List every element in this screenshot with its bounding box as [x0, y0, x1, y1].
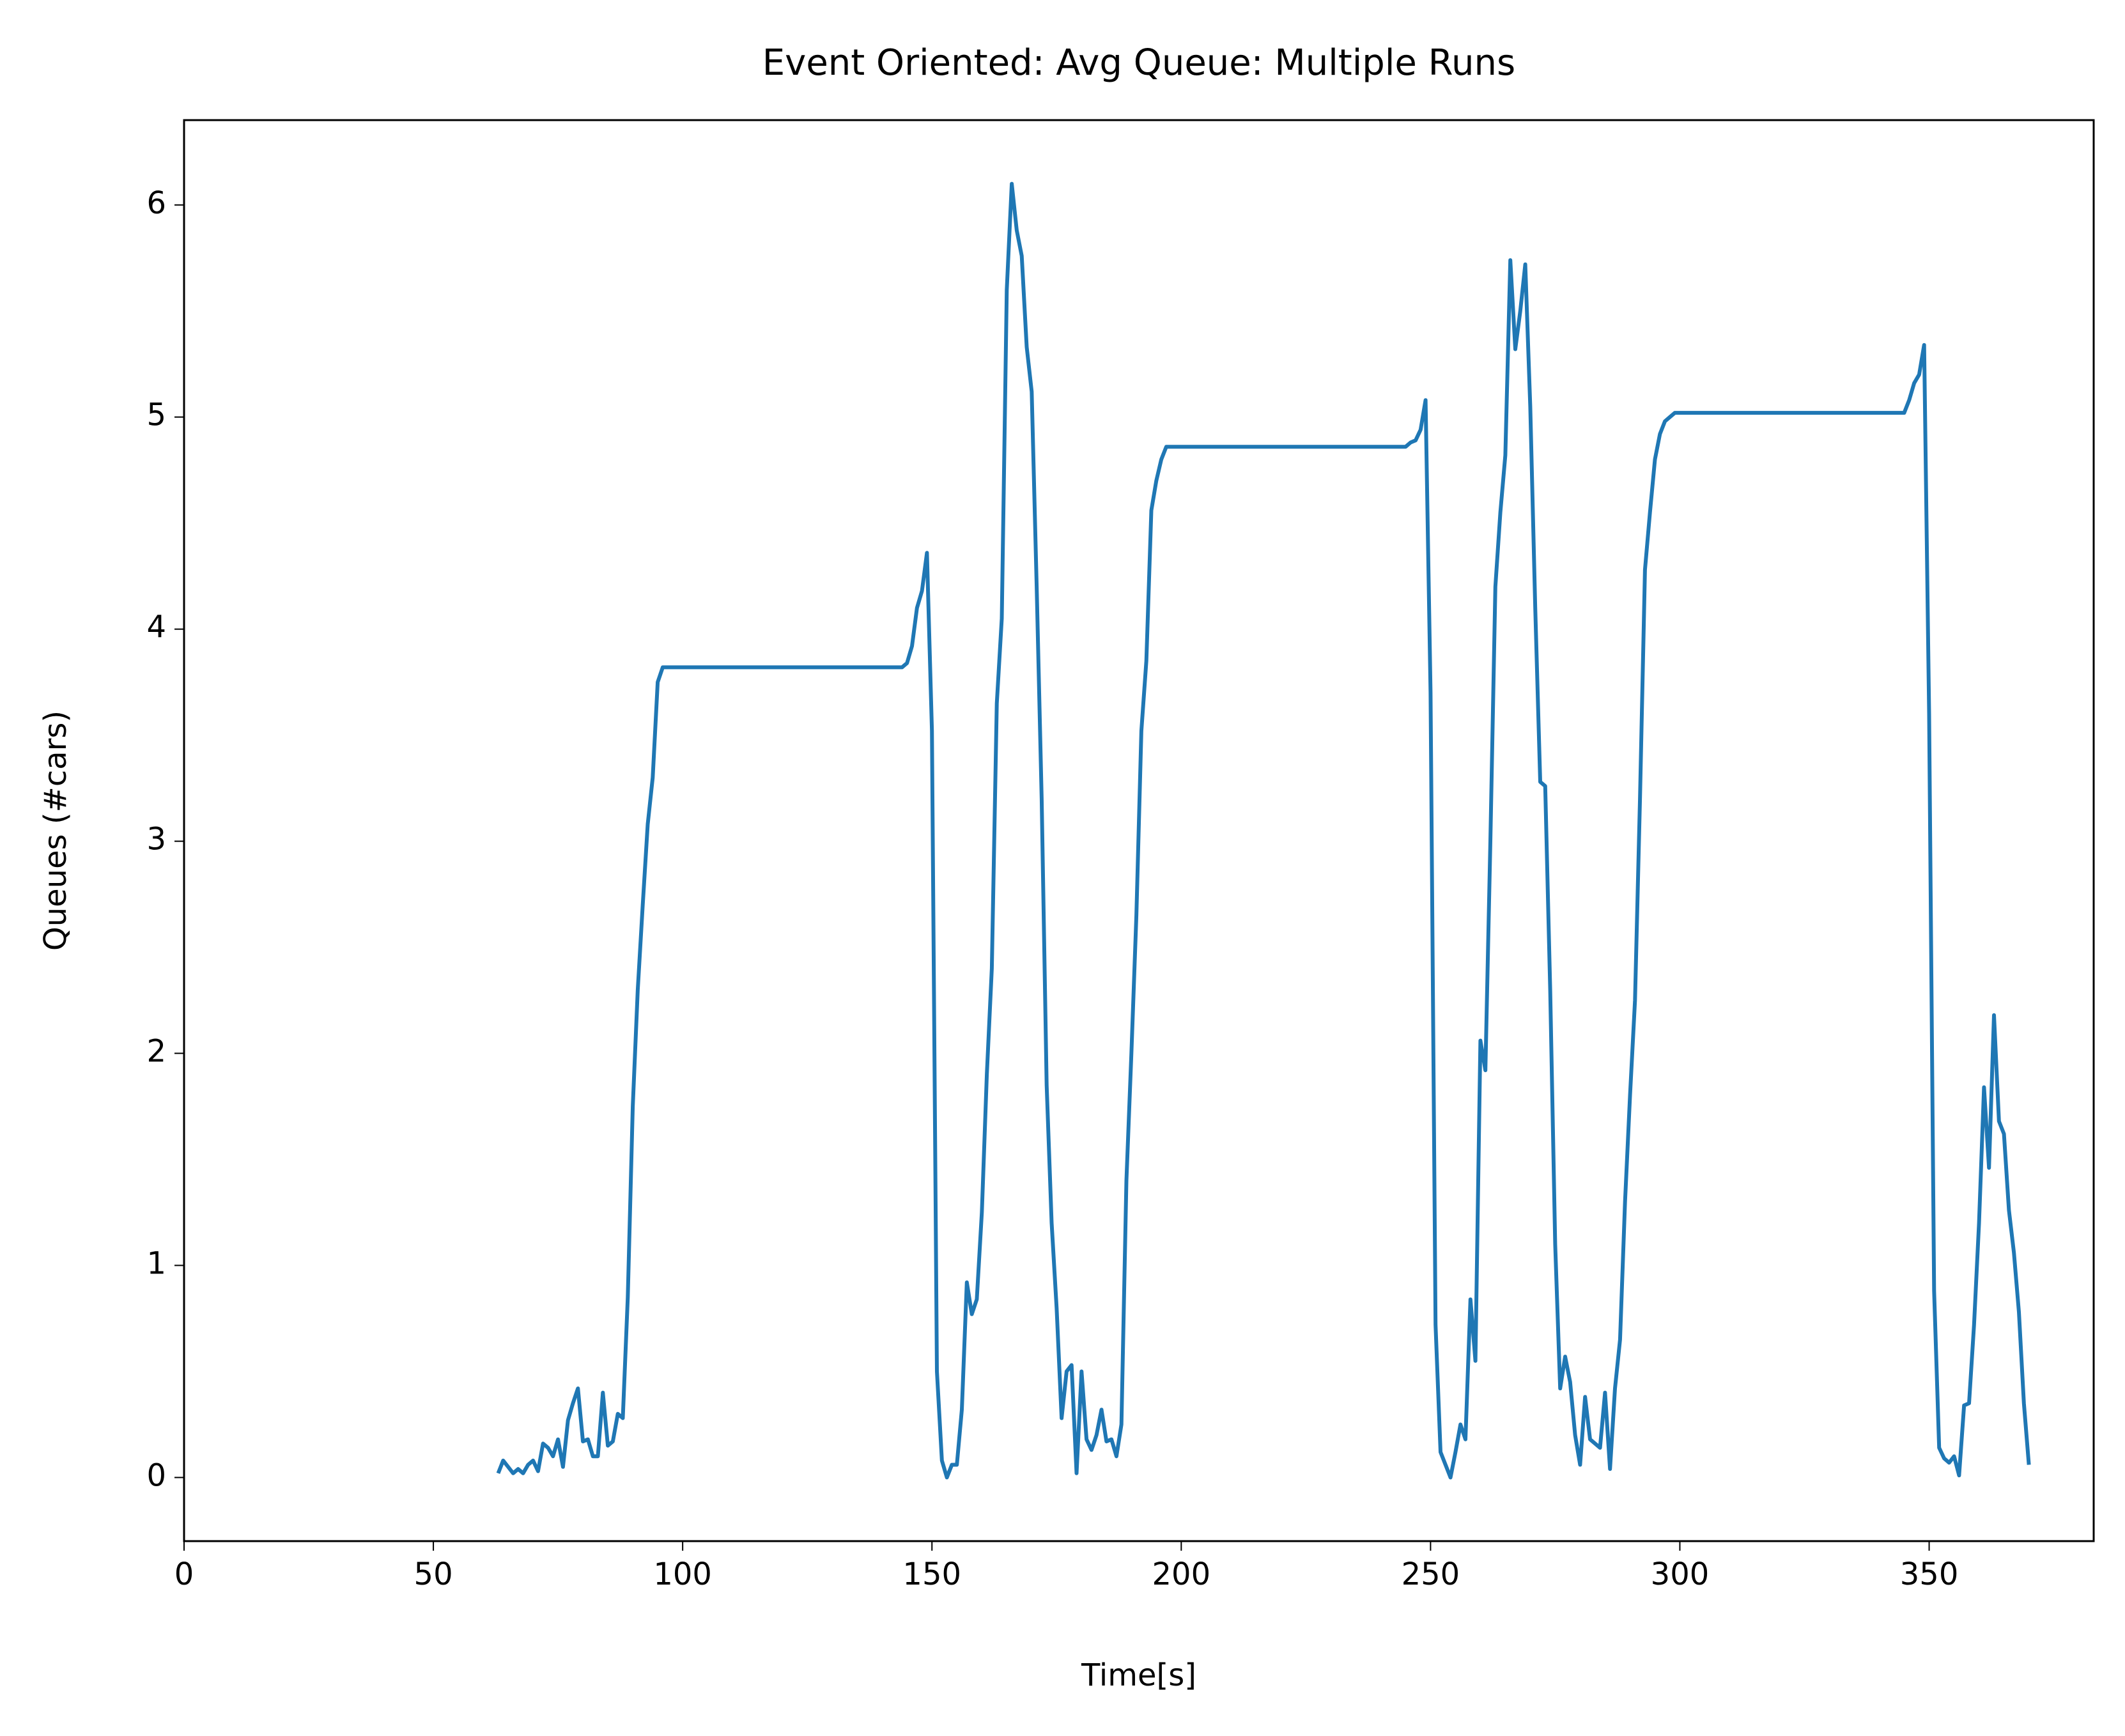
y-tick-label: 6	[146, 185, 166, 221]
x-axis-label: Time[s]	[1081, 1657, 1196, 1693]
x-tick-label: 250	[1402, 1556, 1460, 1592]
plot-frame	[183, 119, 2095, 1542]
x-tick-label: 300	[1651, 1556, 1710, 1592]
data-line	[496, 181, 2031, 1480]
y-tick-label: 0	[146, 1457, 166, 1493]
chart-title: Event Oriented: Avg Queue: Multiple Runs	[762, 42, 1515, 84]
x-tick-label: 0	[174, 1556, 194, 1592]
x-tick-label: 100	[653, 1556, 712, 1592]
y-tick-label: 1	[146, 1245, 166, 1281]
x-tick-label: 200	[1152, 1556, 1211, 1592]
y-axis-label: Queues (#cars)	[38, 711, 73, 951]
y-tick-label: 2	[146, 1034, 166, 1070]
y-tick-label: 5	[146, 397, 166, 433]
x-tick-label: 350	[1900, 1556, 1959, 1592]
x-tick-label: 50	[414, 1556, 453, 1592]
y-tick-label: 3	[146, 822, 166, 857]
x-tick-label: 150	[902, 1556, 961, 1592]
y-tick-label: 4	[146, 610, 166, 645]
